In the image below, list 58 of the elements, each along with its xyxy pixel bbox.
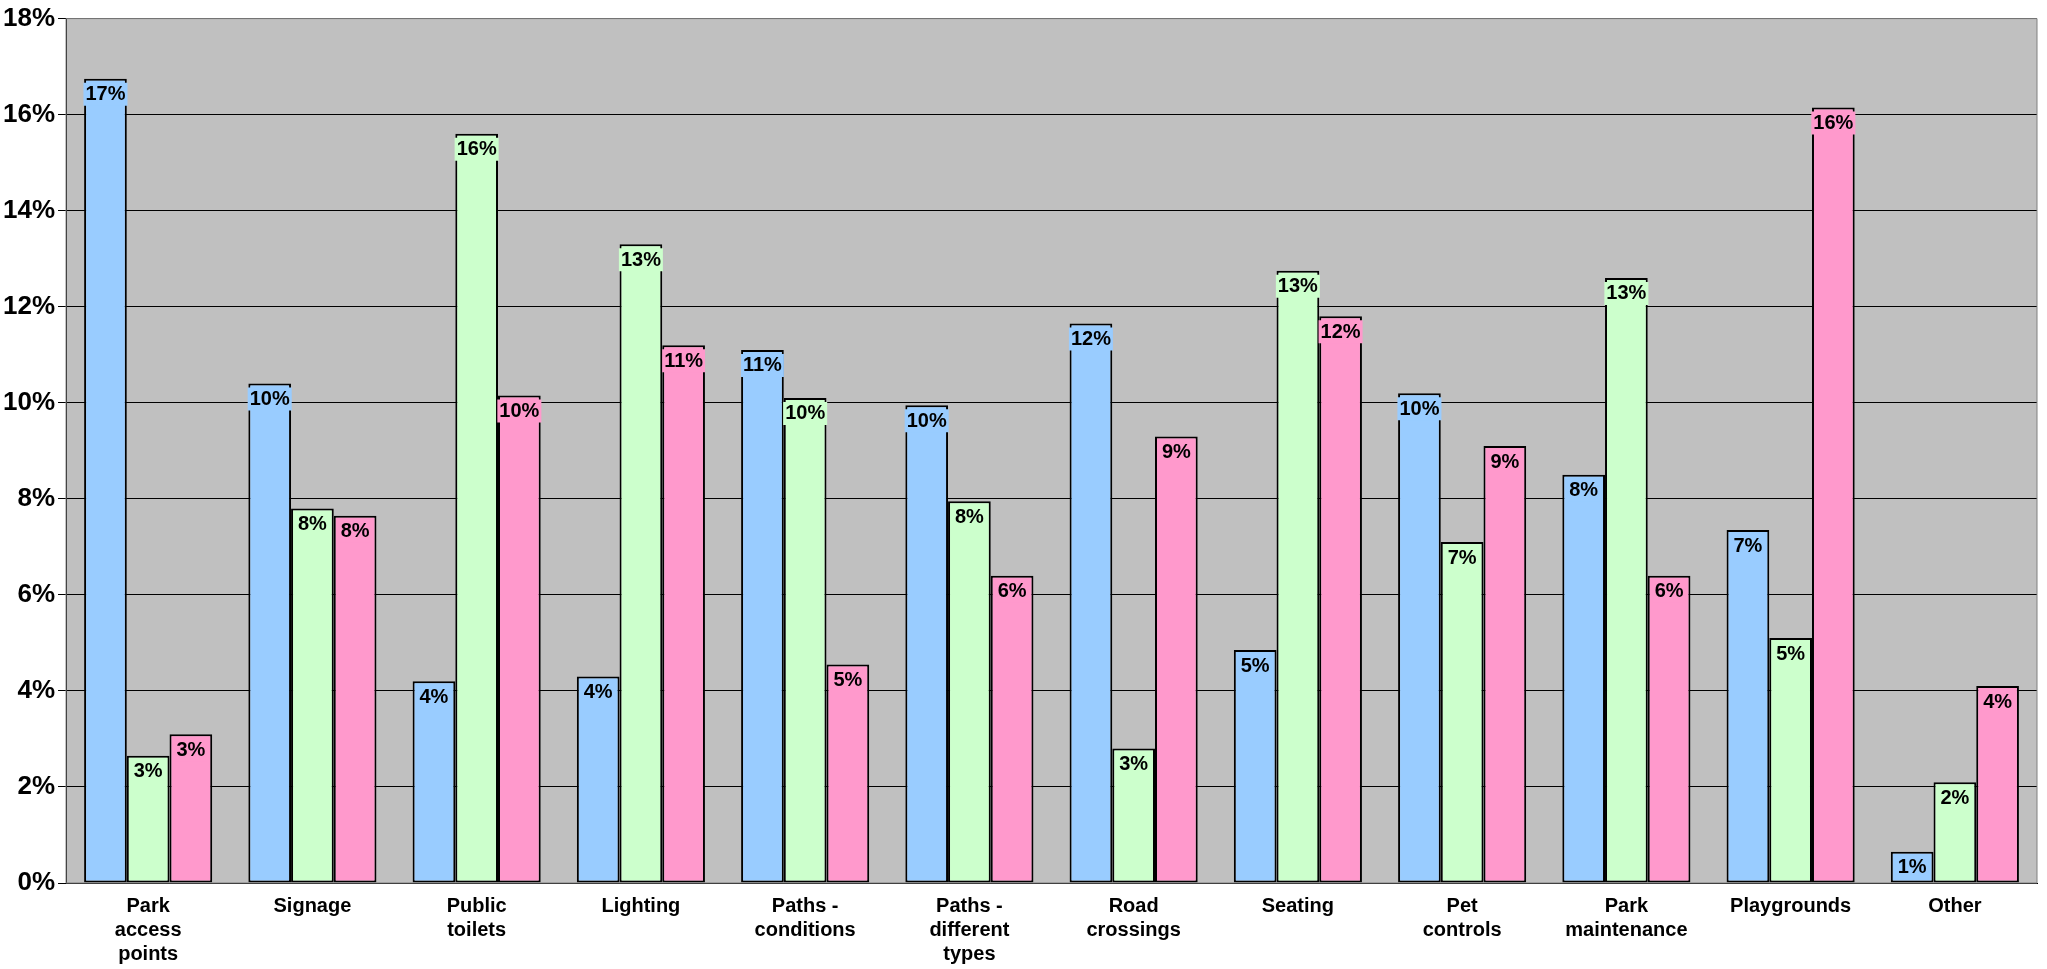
y-tick-label: 14% <box>2 193 56 224</box>
data-label: 3% <box>176 737 206 760</box>
x-tick-label: Lighting <box>601 893 681 916</box>
data-label: 4% <box>1983 689 2013 712</box>
data-label: 7% <box>1733 533 1763 556</box>
y-tick-label: 16% <box>2 97 56 128</box>
x-tick-label: Public toilets <box>446 893 507 940</box>
data-label: 10% <box>1399 396 1440 419</box>
y-tick-label: 0% <box>17 866 56 897</box>
data-label: 13% <box>620 247 662 270</box>
x-tick-label: Park access points <box>114 893 182 964</box>
x-tick-label: Road crossings <box>1086 893 1181 940</box>
data-label: 12% <box>1320 319 1361 342</box>
data-label: 11% <box>742 353 783 376</box>
data-label: 11% <box>664 348 704 371</box>
x-tick-label: Seating <box>1261 893 1335 916</box>
y-tick-label: 10% <box>2 385 56 416</box>
x-tick-label: Paths - conditions <box>754 893 856 940</box>
data-label: 3% <box>133 759 163 782</box>
data-label: 4% <box>583 680 613 703</box>
data-label: 5% <box>833 668 863 691</box>
data-label: 4% <box>419 684 449 707</box>
data-label: 8% <box>1569 478 1599 501</box>
x-tick-label: Playgrounds <box>1730 893 1852 916</box>
x-tick-label: Pet controls <box>1422 893 1502 940</box>
data-label: 8% <box>954 504 985 527</box>
data-label: 16% <box>1813 110 1854 133</box>
data-label: 12% <box>1070 327 1112 350</box>
data-label: 8% <box>297 511 328 534</box>
data-label: 6% <box>997 579 1027 602</box>
data-label: 5% <box>1240 653 1270 676</box>
data-label: 6% <box>1654 579 1684 602</box>
data-label: 1% <box>1897 855 1927 878</box>
data-label: 9% <box>1490 449 1520 472</box>
y-tick-label: 4% <box>17 674 56 705</box>
data-label: 10% <box>499 399 540 422</box>
x-tick-label: Other <box>1928 893 1982 916</box>
y-tick-label: 6% <box>17 578 56 609</box>
y-tick-label: 18% <box>2 1 56 32</box>
data-label: 7% <box>1447 545 1477 568</box>
data-label: 13% <box>1606 281 1647 304</box>
y-tick-label: 8% <box>17 481 56 512</box>
data-label: 8% <box>340 519 370 542</box>
data-label: 10% <box>249 387 290 410</box>
data-label: 3% <box>1119 752 1149 775</box>
x-tick-label: Paths - different types <box>929 893 1010 964</box>
x-tick-label: Signage <box>273 893 352 916</box>
data-label: 16% <box>456 137 497 160</box>
y-tick-label: 12% <box>2 289 56 320</box>
data-label: 13% <box>1277 274 1319 297</box>
data-label: 10% <box>906 408 947 431</box>
data-label: 9% <box>1161 439 1192 462</box>
data-label: 5% <box>1776 641 1806 664</box>
data-label: 17% <box>85 82 126 105</box>
data-label: 2% <box>1940 785 1970 808</box>
y-tick-label: 2% <box>17 770 56 801</box>
data-label: 10% <box>785 401 826 424</box>
x-tick-label: Park maintenance <box>1565 893 1688 940</box>
